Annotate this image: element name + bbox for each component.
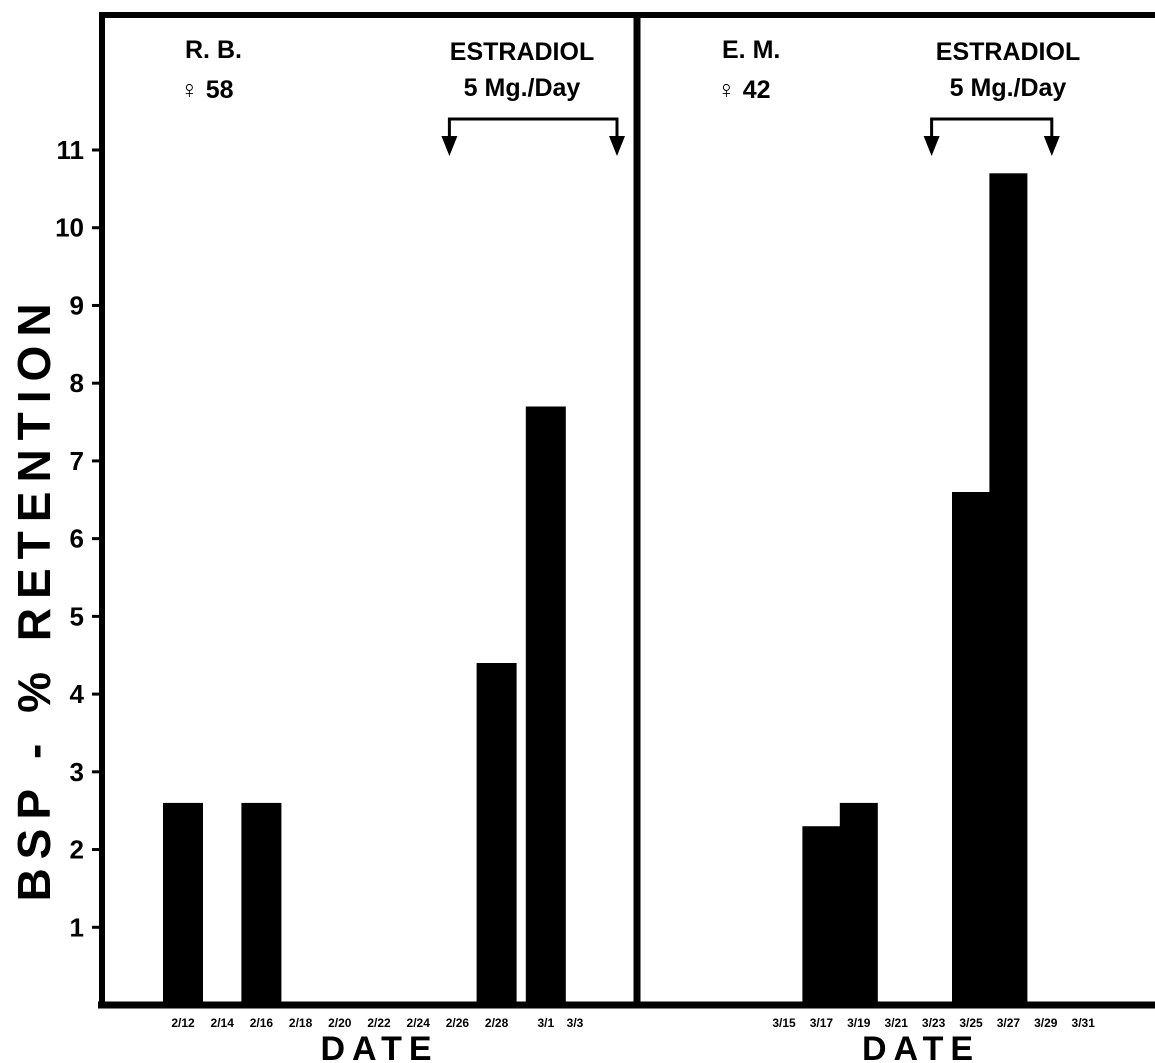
- y-axis-label: BSP - % RETENTION: [8, 294, 60, 901]
- x-tick-label: 3/15: [772, 1016, 796, 1030]
- frame-border: [99, 12, 1155, 1005]
- panel-2: 3/15 3/17 3/19 3/21 3/23 3/25 3/27 3/29 3/31 DATE…: [717, 36, 1095, 1063]
- patient-initials: R. B.: [185, 36, 242, 64]
- chart-panels: 2/12 2/14 2/16 2/18 2/20 2/22 2/24 2/26 2/28 3/1 3…: [163, 36, 1095, 1063]
- bar-3-17: [802, 826, 841, 1005]
- x-tick-label: 2/18: [289, 1016, 313, 1030]
- panel-1: 2/12 2/14 2/16 2/18 2/20 2/22 2/24 2/26 2/28 3/1 3…: [163, 36, 625, 1063]
- x-tick-label: 3/25: [959, 1016, 983, 1030]
- treatment-bracket: [930, 117, 1054, 140]
- bar-3-27: [989, 173, 1028, 1005]
- x-tick-label: 3/1: [537, 1016, 554, 1030]
- bar-3-19: [839, 802, 878, 1005]
- y-tick-label: 4: [70, 679, 85, 709]
- treatment-end-arrow: [609, 136, 625, 156]
- x-tick-label: 3/31: [1072, 1016, 1096, 1030]
- x-tick-label: 2/16: [250, 1016, 274, 1030]
- y-tick-label: 11: [57, 135, 85, 165]
- x-axis-label: DATE: [320, 1030, 438, 1063]
- x-tick-label: 3/17: [810, 1016, 834, 1030]
- y-tick-label: 1: [70, 912, 84, 942]
- x-tick-label: 2/28: [485, 1016, 509, 1030]
- x-tick-label: 2/20: [328, 1016, 352, 1030]
- y-tick-label: 6: [70, 524, 84, 554]
- treatment-start-arrow: [441, 136, 458, 156]
- patient-sex-age: ♀ 42: [717, 76, 771, 104]
- x-axis-label: DATE: [862, 1030, 980, 1063]
- bar-3-25: [952, 492, 990, 1005]
- patient-initials: E. M.: [722, 36, 780, 64]
- y-tick-label: 3: [70, 757, 84, 787]
- y-tick-label: 7: [70, 446, 84, 476]
- y-tick-label: 10: [55, 213, 84, 243]
- y-tick-label: 9: [70, 290, 84, 320]
- y-axis-ticks: 1 2 3 4 5 6 7 8 9 10 11: [55, 135, 102, 942]
- treatment-label: ESTRADIOL: [936, 38, 1080, 66]
- x-tick-label: 3/3: [567, 1016, 584, 1030]
- treatment-start-arrow: [923, 136, 940, 156]
- x-tick-label: 2/12: [171, 1016, 195, 1030]
- x-tick-label: 2/22: [367, 1016, 391, 1030]
- treatment-label: ESTRADIOL: [450, 38, 594, 66]
- x-tick-label: 3/19: [847, 1016, 871, 1030]
- x-tick-label: 3/23: [922, 1016, 946, 1030]
- bar-3-1: [525, 406, 566, 1005]
- bar-2-28: [476, 663, 517, 1005]
- x-tick-label: 3/21: [885, 1016, 909, 1030]
- treatment-bracket: [447, 117, 619, 140]
- x-tick-label: 2/14: [211, 1016, 235, 1030]
- x-tick-label: 3/27: [997, 1016, 1021, 1030]
- treatment-end-arrow: [1043, 136, 1060, 156]
- x-tick-label: 2/26: [446, 1016, 470, 1030]
- treatment-dose: 5 Mg./Day: [464, 74, 581, 102]
- bar-2-16: [241, 802, 282, 1005]
- patient-sex-age: ♀ 58: [180, 76, 234, 104]
- bar-2-12: [163, 802, 203, 1005]
- x-tick-label: 3/29: [1034, 1016, 1058, 1030]
- y-tick-label: 8: [70, 368, 84, 398]
- treatment-dose: 5 Mg./Day: [950, 74, 1067, 102]
- y-tick-label: 2: [70, 835, 84, 865]
- y-tick-label: 5: [70, 601, 84, 631]
- x-tick-label: 2/24: [407, 1016, 431, 1030]
